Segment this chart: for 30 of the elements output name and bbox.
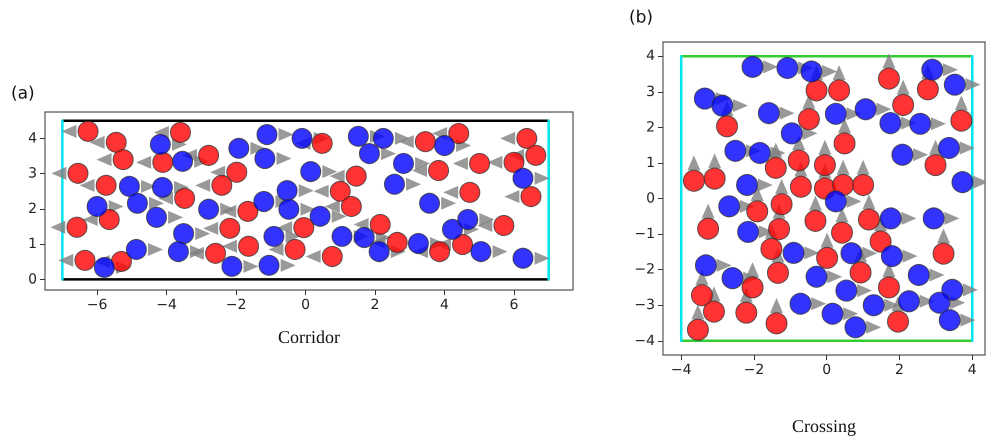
x-tick-label: 0 [822, 362, 832, 378]
x-tick-label: −2 [226, 297, 246, 313]
chart-title: (a) [11, 84, 35, 104]
y-tick-label: 3 [646, 84, 655, 100]
x-tick-label: −2 [744, 362, 764, 378]
y-tick-label: −3 [634, 297, 655, 314]
y-tick-label: −4 [634, 332, 656, 349]
x-tick-label: −4 [670, 362, 692, 378]
x-tick-label: −6 [86, 297, 108, 313]
y-tick-label: 2 [28, 200, 37, 217]
x-tick-label: 4 [440, 297, 450, 313]
x-tick-label: −4 [156, 297, 177, 313]
chart-title: (b) [629, 8, 654, 28]
y-tick-label: 4 [646, 48, 656, 64]
x-axis-title: Corridor [278, 327, 340, 347]
x-axis-title: Crossing [792, 416, 856, 436]
x-tick-label: 2 [895, 362, 904, 378]
y-tick-label: 1 [28, 236, 37, 252]
y-tick-label: 4 [28, 130, 38, 146]
x-tick-label: 6 [509, 297, 518, 313]
x-tick-label: 0 [301, 297, 310, 313]
y-tick-label: −2 [634, 262, 655, 278]
x-tick-label: 2 [370, 297, 380, 313]
y-tick-label: 3 [28, 166, 37, 182]
x-tick-label: 4 [968, 362, 977, 378]
y-tick-label: 0 [646, 190, 655, 206]
y-tick-label: −1 [634, 226, 655, 242]
y-tick-label: 0 [28, 271, 37, 288]
y-tick-label: 2 [646, 119, 655, 136]
y-tick-label: 1 [646, 154, 655, 171]
